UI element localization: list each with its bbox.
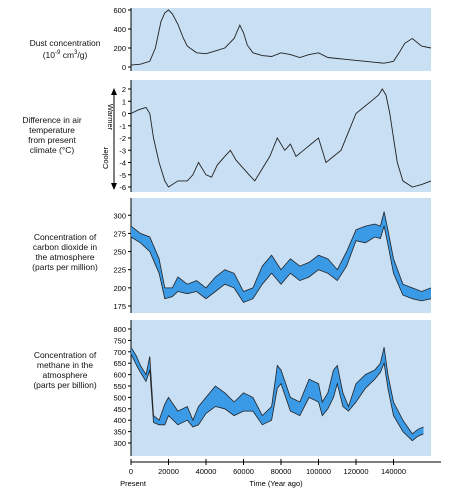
panel-2-ytick-label-0: -6 xyxy=(119,183,126,192)
xtick-label-4: 80000 xyxy=(271,467,292,476)
unit-part-b: cm xyxy=(60,49,75,60)
panel-3-band xyxy=(131,211,431,303)
panel4-label: Concentration of methane in the atmosphe… xyxy=(6,350,124,390)
panel3-label-line1: Concentration of xyxy=(33,232,97,242)
xtick-label-2: 40000 xyxy=(196,467,217,476)
panel1-label-line1: Dust concentration xyxy=(29,38,101,48)
panel-4-ytick-label-8: 700 xyxy=(113,348,126,357)
unit-exp-b: 3 xyxy=(74,50,78,56)
panel-2-ytick-label-2: -4 xyxy=(119,159,126,168)
temp-arrow-up-head xyxy=(111,88,117,95)
panel-2-ytick-label-6: 0 xyxy=(122,110,126,119)
panel-3-ytick-label-2: 225 xyxy=(113,266,126,275)
panel-1-bg xyxy=(131,8,431,71)
panel-2-ytick-label-1: -5 xyxy=(119,171,126,180)
unit-exp-a: -9 xyxy=(54,50,61,56)
unit-part-c: /g) xyxy=(77,49,88,60)
panel-2-series-line xyxy=(130,88,432,188)
panel-4-ytick-label-4: 500 xyxy=(113,393,126,402)
panel-2-ytick-label-7: 1 xyxy=(122,97,126,106)
panel4-label-line2: methane in the xyxy=(36,360,94,370)
panel-3-ytick-label-5: 300 xyxy=(113,211,126,220)
panel-4-ytick-label-3: 450 xyxy=(113,405,126,414)
panel4-label-line1: Concentration of xyxy=(33,350,97,360)
present-label: Present xyxy=(120,479,147,488)
panel-3-lower-line xyxy=(130,225,432,303)
panel4-label-line3: atmosphere xyxy=(42,370,88,380)
xtick-label-7: 140000 xyxy=(381,467,406,476)
panel-2-ytick-label-4: -2 xyxy=(119,134,126,143)
warmer-label: Warmer xyxy=(106,104,115,131)
panel-3-ytick-label-4: 275 xyxy=(113,229,126,238)
panel-1-ytick-label-1: 200 xyxy=(113,44,126,53)
panel-4-ytick-label-0: 300 xyxy=(113,439,126,448)
panel-1-ytick-label-0: 0 xyxy=(122,63,126,72)
panel2-label-line2: temperature xyxy=(29,125,75,135)
cooler-label: Cooler xyxy=(101,146,110,169)
panel-4-ytick-label-9: 750 xyxy=(113,336,126,345)
panel-4-lower-line xyxy=(130,353,424,442)
panel-4-ytick-label-1: 350 xyxy=(113,428,126,437)
panel-1-series-line xyxy=(130,9,432,66)
panel3-label: Concentration of carbon dioxide in the a… xyxy=(6,232,124,272)
panel-4-upper-line xyxy=(130,346,424,435)
panel1-label-line2: (10-9 cm3/g) xyxy=(6,48,124,60)
panel2-label-line1: Difference in air xyxy=(22,115,82,125)
panel-3-ytick-label-3: 250 xyxy=(113,248,126,257)
panel-2-ytick-label-3: -3 xyxy=(119,146,126,155)
xtick-label-6: 120000 xyxy=(343,467,368,476)
xtick-label-5: 100000 xyxy=(306,467,331,476)
panel3-label-line3: the atmosphere xyxy=(35,252,95,262)
xtick-label-0: 0 xyxy=(129,467,133,476)
panel1-label: Dust concentration (10-9 cm3/g) xyxy=(6,38,124,60)
panel-4-ytick-label-5: 550 xyxy=(113,382,126,391)
panel-4-ytick-label-6: 600 xyxy=(113,371,126,380)
temp-arrow-down-head xyxy=(111,183,117,190)
xtick-label-1: 20000 xyxy=(158,467,179,476)
panel-1-ytick-label-2: 400 xyxy=(113,25,126,34)
panel-1-ytick-label-3: 600 xyxy=(113,6,126,15)
panel-4-ytick-label-10: 800 xyxy=(113,325,126,334)
panel-3-upper-line xyxy=(130,211,432,293)
panel2-label-line4: climate (°C) xyxy=(29,145,75,155)
panel4-label-line4: (parts per billion) xyxy=(33,380,97,390)
time-axis-label: Time (Year ago) xyxy=(249,479,303,488)
panel-3-bg xyxy=(131,198,431,313)
panel2-label-line3: from present xyxy=(28,135,76,145)
unit-part-a: (10 xyxy=(42,49,55,60)
panel-4-bg xyxy=(131,320,431,456)
panel3-label-line4: (parts per million) xyxy=(32,262,98,272)
panel3-label-line2: carbon dioxide in xyxy=(32,242,98,252)
xtick-label-3: 60000 xyxy=(233,467,254,476)
panel-4-ytick-label-7: 650 xyxy=(113,359,126,368)
panel-2-bg xyxy=(131,80,431,192)
panel-4-ytick-label-2: 400 xyxy=(113,416,126,425)
panel-3-ytick-label-1: 200 xyxy=(113,284,126,293)
panel2-label: Difference in air temperature from prese… xyxy=(6,115,98,155)
panel-3-ytick-label-0: 175 xyxy=(113,302,126,311)
panel-2-ytick-label-5: -1 xyxy=(119,122,126,131)
panel-2-ytick-label-8: 2 xyxy=(122,85,126,94)
